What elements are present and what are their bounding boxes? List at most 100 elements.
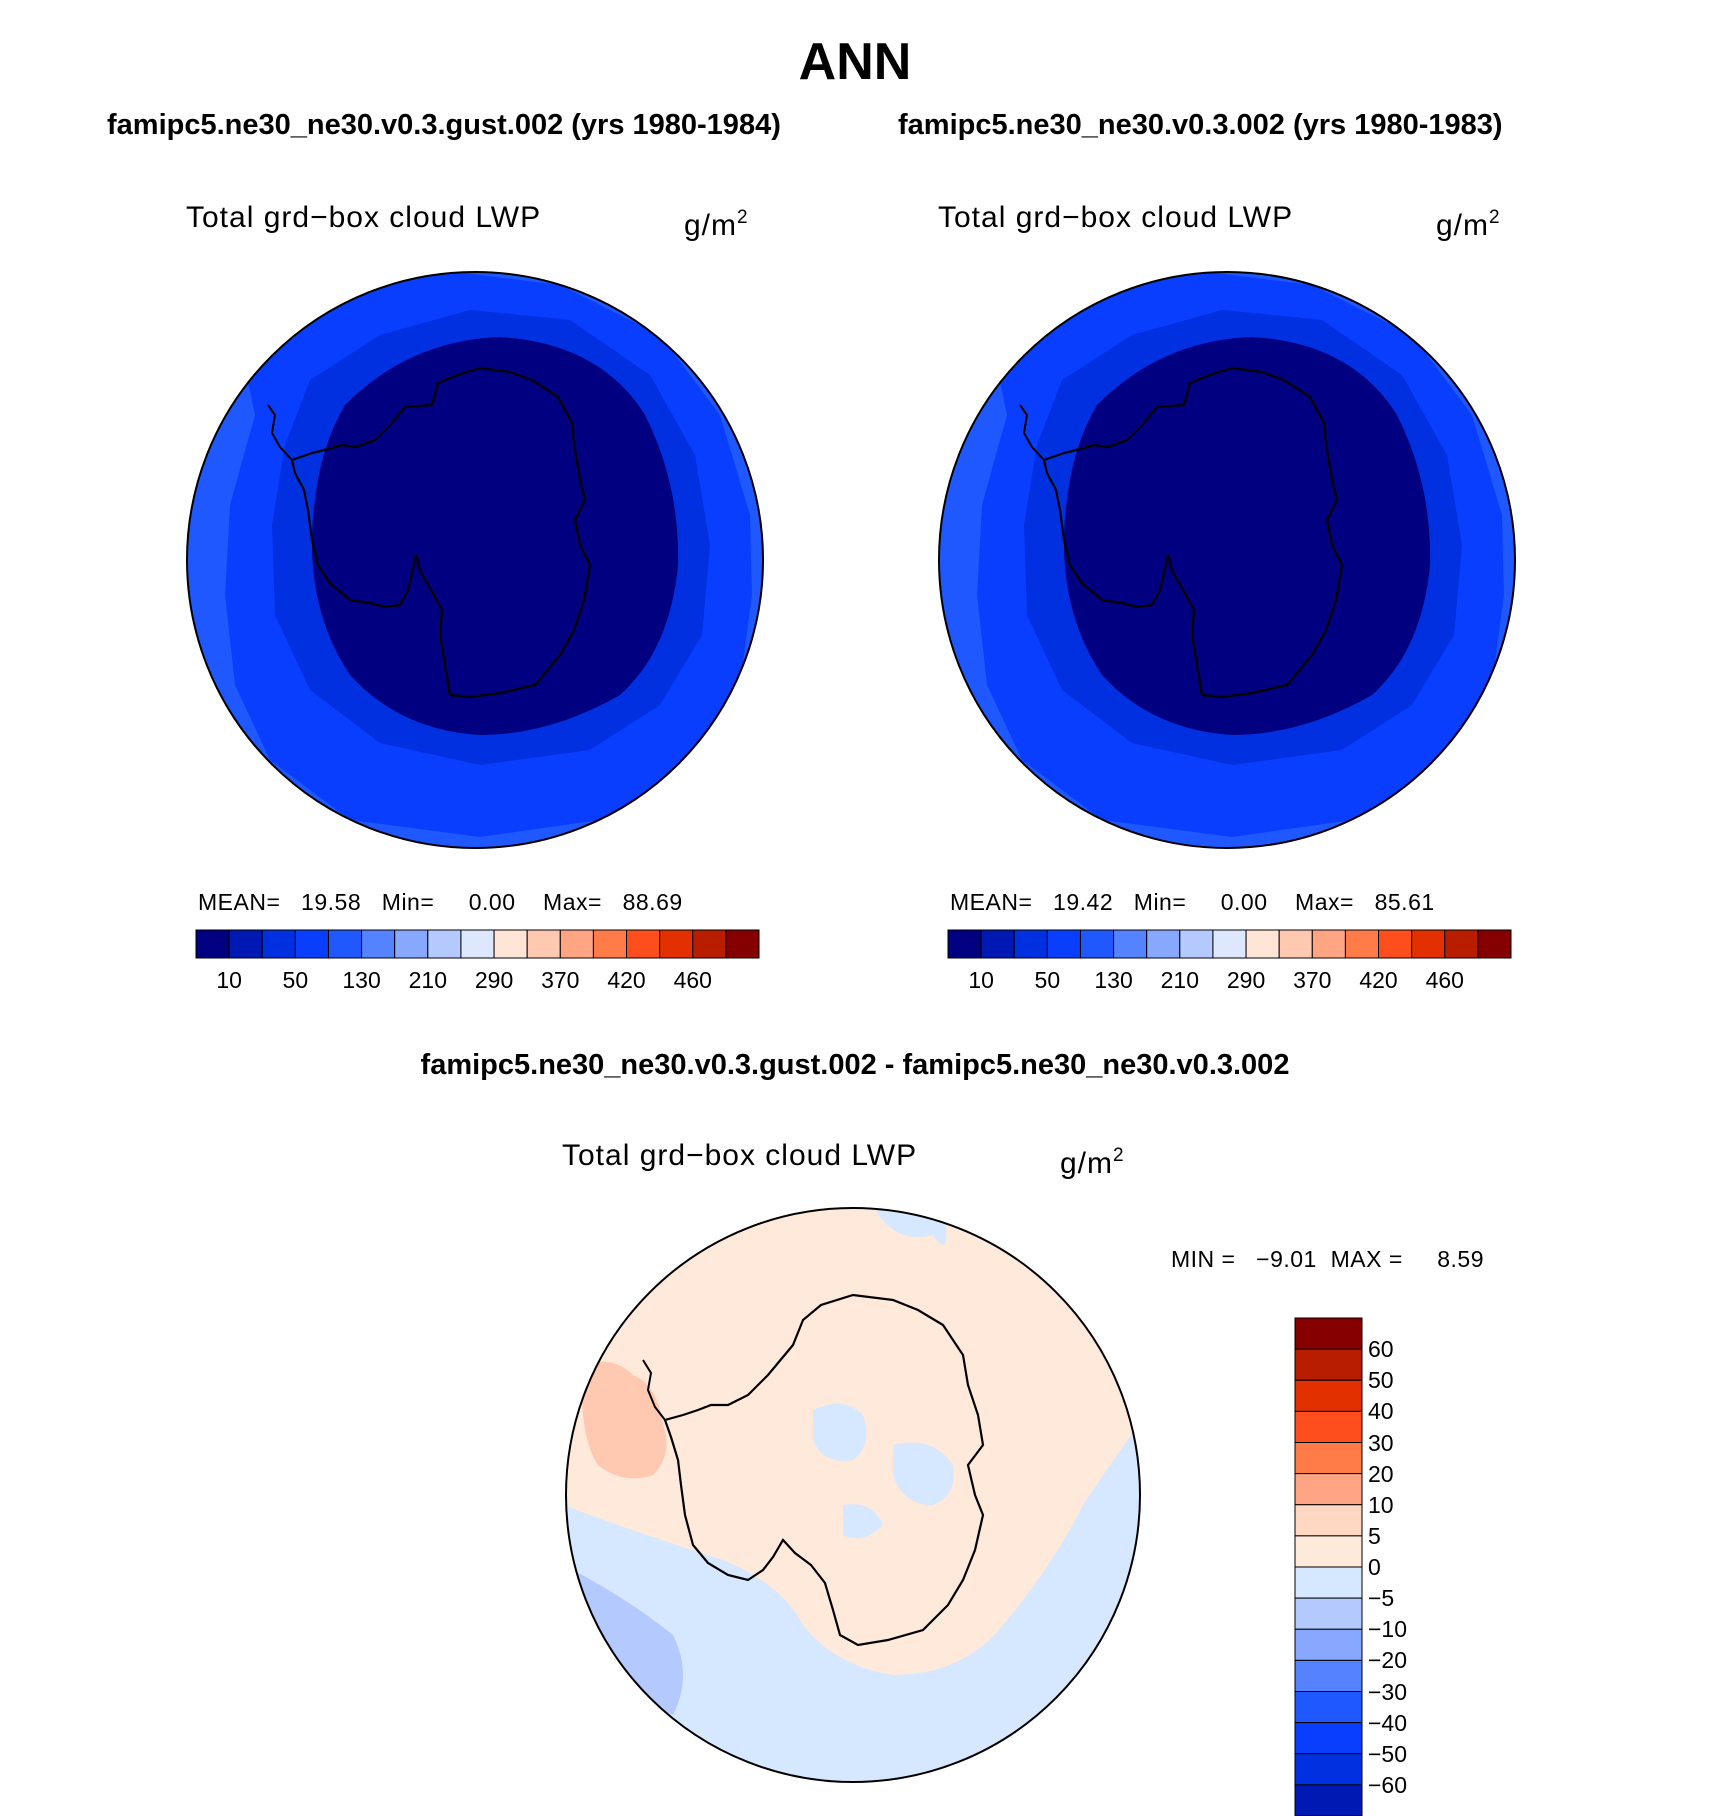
colorbar-tick-label: 50: [282, 967, 309, 993]
colorbar-tick-label: 10: [216, 967, 242, 993]
panel1-units: g/m2: [684, 207, 748, 242]
panel1-map-border: [186, 271, 764, 849]
diff-map: [565, 1207, 1141, 1783]
colorbar-tick-label: 290: [1226, 967, 1266, 993]
colorbar-swatch: [1294, 1535, 1363, 1568]
colorbar-swatch: [1477, 929, 1512, 959]
colorbar-swatch: [1146, 929, 1181, 959]
panel2-peninsula-coastline: [1019, 404, 1045, 461]
colorbar-tick-label: 460: [1425, 967, 1464, 993]
diff-case-title: famipc5.ne30_ne30.v0.3.gust.002 - famipc…: [420, 1049, 1290, 1081]
panel2-band-inner: [1063, 337, 1431, 735]
colorbar-tick-label: 50: [1034, 967, 1061, 993]
panel2-map-border: [938, 271, 1516, 849]
colorbar-swatch: [1179, 929, 1214, 959]
panel2-antarctica-coastline: [1042, 366, 1344, 699]
panel1-colorbar: [195, 929, 760, 959]
colorbar-tick-label: 370: [1293, 967, 1332, 993]
colorbar-swatch: [228, 929, 263, 959]
colorbar-swatch: [947, 929, 982, 959]
diff-field-patch-3: [843, 1504, 883, 1539]
panel2-colorbar-labels: 10 50 130 210 290 370 420 460: [948, 966, 1511, 996]
panel2-map: [938, 271, 1516, 849]
colorbar-swatch: [361, 929, 396, 959]
colorbar-swatch: [1378, 929, 1413, 959]
colorbar-swatch: [1294, 1597, 1363, 1630]
colorbar-swatch: [195, 929, 230, 959]
colorbar-tick-label: 5: [1368, 1522, 1381, 1549]
colorbar-tick-label: −20: [1368, 1647, 1408, 1674]
colorbar-swatch: [725, 929, 760, 959]
colorbar-swatch: [1294, 1504, 1363, 1537]
colorbar-swatch: [1444, 929, 1479, 959]
colorbar-swatch: [1294, 1348, 1363, 1381]
colorbar-tick-label: 210: [408, 967, 447, 993]
colorbar-tick-label: 30: [1368, 1429, 1394, 1456]
colorbar-swatch: [1294, 1659, 1363, 1692]
diff-field-positive-strong: [582, 1361, 667, 1479]
colorbar-swatch: [460, 929, 495, 959]
panel2-case-title: famipc5.ne30_ne30.v0.3.002 (yrs 1980-198…: [898, 109, 1503, 141]
colorbar-swatch: [980, 929, 1015, 959]
colorbar-tick-label: 50: [1368, 1367, 1394, 1394]
colorbar-tick-label: 0: [1368, 1554, 1381, 1580]
diff-field-patch-2: [893, 1442, 954, 1505]
colorbar-swatch: [592, 929, 628, 959]
colorbar-swatch: [1311, 929, 1346, 959]
colorbar-swatch: [1046, 929, 1081, 959]
colorbar-tick-label: −50: [1368, 1740, 1408, 1767]
diff-stats: MIN = −9.01 MAX = 8.59: [1171, 1246, 1485, 1272]
diff-colorbar: [1294, 1317, 1363, 1816]
colorbar-tick-label: 10: [1368, 1491, 1394, 1518]
colorbar-swatch: [692, 929, 727, 959]
diff-field-patch-1: [813, 1403, 867, 1461]
colorbar-swatch: [261, 929, 296, 959]
colorbar-swatch: [1013, 929, 1048, 959]
colorbar-swatch: [1294, 1691, 1363, 1724]
colorbar-tick-label: 40: [1368, 1398, 1394, 1425]
colorbar-swatch: [1294, 1317, 1363, 1350]
panel1-map: [186, 271, 764, 849]
panel2-stats: MEAN= 19.42 Min= 0.00 Max= 85.61: [950, 889, 1435, 915]
colorbar-tick-label: 290: [474, 967, 514, 993]
colorbar-swatch: [1294, 1628, 1363, 1661]
colorbar-swatch: [1294, 1753, 1363, 1786]
figure-title: ANN: [798, 33, 912, 91]
colorbar-tick-label: −30: [1368, 1678, 1408, 1705]
colorbar-swatch: [1212, 929, 1247, 959]
colorbar-tick-label: 420: [1359, 967, 1398, 993]
colorbar-swatch: [1079, 929, 1115, 959]
colorbar-tick-label: −10: [1368, 1616, 1408, 1643]
diff-field-negative-strong: [566, 1565, 683, 1715]
colorbar-tick-label: −5: [1368, 1585, 1395, 1612]
colorbar-tick-label: 130: [1094, 967, 1133, 993]
colorbar-swatch: [493, 929, 528, 959]
panel1-colorbar-labels: 10 50 130 210 290 370 420 460: [196, 966, 759, 996]
diff-peninsula-coastline: [642, 1359, 666, 1421]
colorbar-tick-label: −40: [1368, 1709, 1408, 1736]
panel1-antarctica-coastline: [290, 366, 592, 699]
colorbar-tick-label: 460: [673, 967, 712, 993]
diff-map-border: [565, 1207, 1141, 1783]
panel2-colorbar: [947, 929, 1512, 959]
colorbar-swatch: [1294, 1722, 1363, 1755]
colorbar-tick-label: 370: [541, 967, 580, 993]
colorbar-tick-label: 60: [1368, 1336, 1394, 1363]
panel1-variable-title: Total grd−box cloud LWP: [186, 201, 542, 234]
diff-units: g/m2: [1060, 1145, 1124, 1180]
colorbar-swatch: [1294, 1442, 1363, 1475]
colorbar-swatch: [526, 929, 561, 959]
colorbar-swatch: [327, 929, 363, 959]
colorbar-swatch: [1294, 1379, 1363, 1412]
colorbar-swatch: [559, 929, 594, 959]
diff-variable-title: Total grd−box cloud LWP: [562, 1139, 918, 1172]
panel1-peninsula-coastline: [267, 404, 293, 461]
panel1-stats: MEAN= 19.58 Min= 0.00 Max= 88.69: [198, 889, 683, 915]
colorbar-tick-label: 20: [1368, 1460, 1394, 1487]
panel2-units: g/m2: [1436, 207, 1500, 242]
colorbar-tick-label: 130: [342, 967, 381, 993]
colorbar-swatch: [659, 929, 694, 959]
colorbar-swatch: [1294, 1566, 1363, 1599]
colorbar-tick-label: 420: [607, 967, 646, 993]
colorbar-tick-label: 210: [1160, 967, 1199, 993]
